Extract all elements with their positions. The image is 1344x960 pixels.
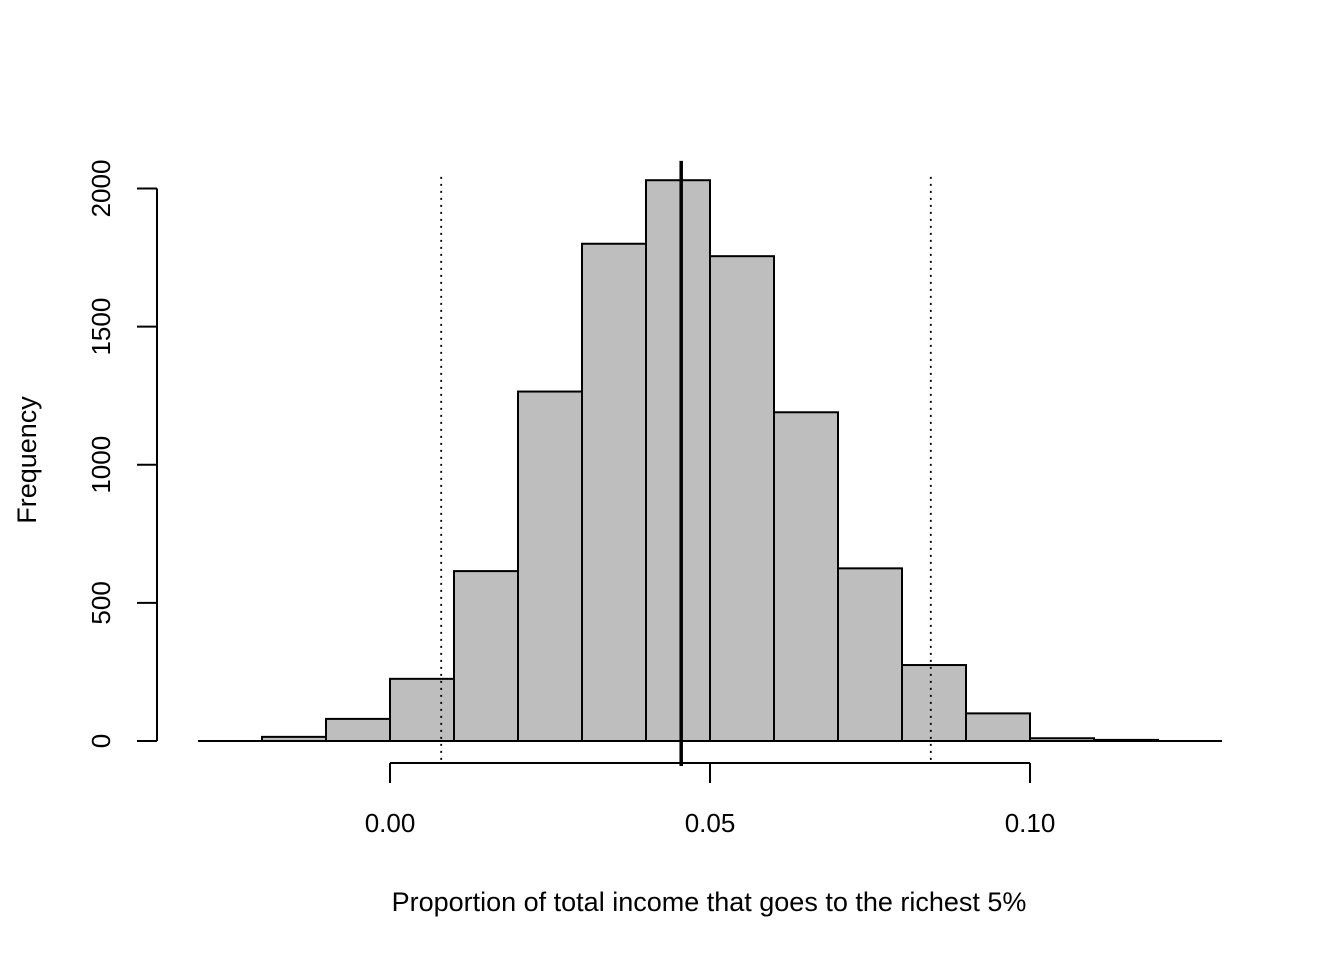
histogram-bars xyxy=(261,179,1159,743)
x-tick-label-3: 0.10 xyxy=(1005,808,1056,838)
y-tick-label-1: 0 xyxy=(86,734,116,748)
histogram-bar-9 xyxy=(773,411,839,742)
histogram-bar-6 xyxy=(581,242,647,742)
x-axis: 0.00 0.05 0.10 xyxy=(365,762,1056,838)
histogram-bar-3 xyxy=(389,677,455,742)
histogram-bar-11 xyxy=(901,664,967,742)
x-tick-label-2: 0.05 xyxy=(685,808,736,838)
histogram-bar-10 xyxy=(837,567,903,742)
reference-lines xyxy=(440,160,932,766)
y-tick-label-3: 1000 xyxy=(86,436,116,494)
histogram-bar-8 xyxy=(709,255,775,742)
y-tick-label-5: 2000 xyxy=(86,160,116,218)
histogram-bar-5 xyxy=(517,390,583,742)
x-tick-label-1: 0.00 xyxy=(365,808,416,838)
histogram-bar-4 xyxy=(453,570,519,743)
y-axis-title: Frequency xyxy=(12,396,42,524)
y-tick-label-2: 500 xyxy=(86,581,116,624)
y-axis: 0 500 1000 1500 2000 xyxy=(86,160,158,748)
histogram-bar-7 xyxy=(645,179,711,742)
histogram-bar-2 xyxy=(325,717,391,743)
y-tick-label-4: 1500 xyxy=(86,298,116,356)
histogram-bar-12 xyxy=(965,712,1031,742)
x-axis-title: Proportion of total income that goes to … xyxy=(392,887,1027,917)
